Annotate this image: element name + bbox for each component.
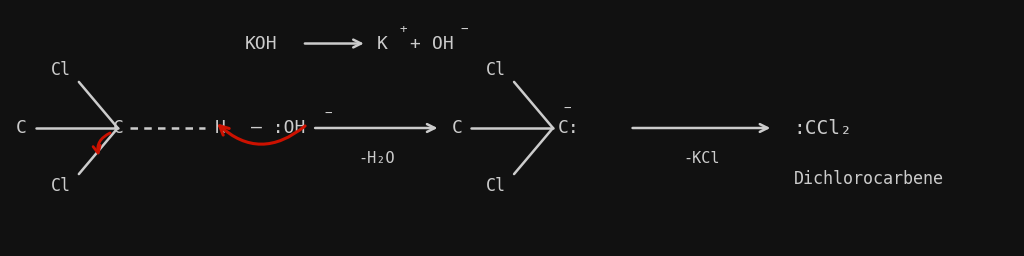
- Text: C: C: [113, 119, 123, 137]
- Text: — :OH: — :OH: [251, 119, 305, 137]
- Text: +: +: [410, 35, 421, 52]
- Text: Cl: Cl: [50, 61, 71, 79]
- Text: Cl: Cl: [485, 61, 506, 79]
- Text: +: +: [399, 23, 407, 36]
- Text: H: H: [215, 119, 225, 137]
- Text: C: C: [452, 119, 462, 137]
- Text: :CCl₂: :CCl₂: [794, 119, 852, 137]
- Text: C:: C:: [558, 119, 580, 137]
- Text: Cl: Cl: [485, 177, 506, 195]
- Text: −: −: [461, 23, 468, 36]
- Text: −: −: [563, 102, 570, 114]
- Text: Dichlorocarbene: Dichlorocarbene: [794, 170, 943, 188]
- Text: -KCl: -KCl: [683, 151, 720, 166]
- Text: OH: OH: [432, 35, 454, 52]
- Text: −: −: [325, 108, 332, 120]
- Text: Cl: Cl: [50, 177, 71, 195]
- Text: C: C: [16, 119, 27, 137]
- Text: -H₂O: -H₂O: [358, 151, 394, 166]
- Text: KOH: KOH: [245, 35, 278, 52]
- Text: K: K: [377, 35, 388, 52]
